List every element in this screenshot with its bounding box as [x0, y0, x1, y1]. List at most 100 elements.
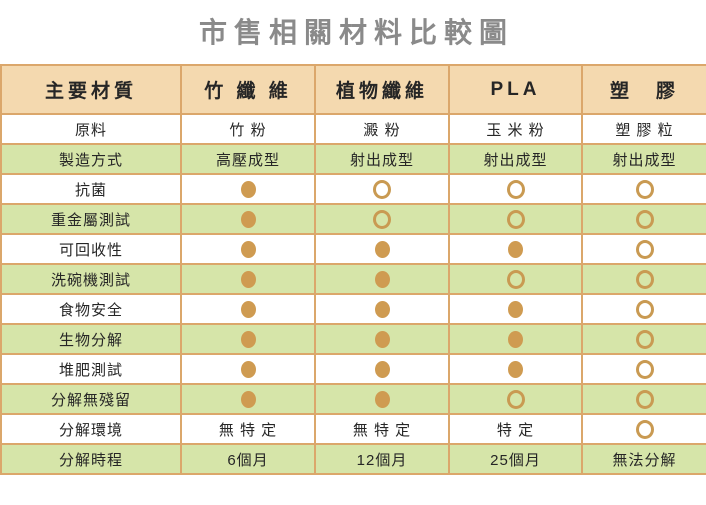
filled-dot-icon	[374, 300, 390, 318]
open-dot-icon	[373, 209, 391, 229]
table-cell	[581, 293, 706, 325]
open-dot-icon	[635, 329, 654, 349]
table-row: 分解環境無 特 定無 特 定特 定	[0, 413, 706, 445]
table-cell	[180, 383, 316, 415]
table-cell	[180, 323, 316, 355]
table-cell	[314, 263, 450, 295]
column-header: PLA	[448, 64, 583, 115]
open-dot-icon	[506, 269, 525, 289]
table-cell	[448, 173, 583, 205]
filled-dot-icon	[240, 210, 256, 228]
table-row: 食物安全	[0, 293, 706, 325]
table-cell	[180, 293, 316, 325]
table-cell: 射出成型	[581, 143, 706, 175]
row-label: 洗碗機測試	[0, 263, 182, 295]
table-cell: 高壓成型	[180, 143, 316, 175]
row-label: 堆肥測試	[0, 353, 182, 385]
table-cell: 射出成型	[314, 143, 450, 175]
open-dot-icon	[635, 299, 654, 319]
page-title: 市售相關材料比較圖	[198, 17, 514, 48]
table-cell	[448, 203, 583, 235]
row-label: 分解無殘留	[0, 383, 182, 415]
table-row: 可回收性	[0, 233, 706, 265]
table-cell	[448, 233, 583, 265]
table-header: 主要材質竹 纖 維植物纖維 PLA 塑 膠	[0, 64, 706, 115]
table-row: 重金屬測試	[0, 203, 706, 235]
table-cell: 澱 粉	[314, 113, 450, 145]
table-row: 洗碗機測試	[0, 263, 706, 295]
column-header: 塑 膠	[581, 64, 706, 115]
row-label: 分解時程	[0, 443, 182, 475]
table-body: 原料竹 粉澱 粉玉 米 粉塑 膠 粒製造方式 高壓成型 射出成型 射出成型 射出成型 抗菌…	[0, 113, 706, 475]
table-cell: 12個月	[314, 443, 450, 475]
table-cell	[448, 383, 583, 415]
table-cell	[581, 413, 706, 445]
table-cell: 無法分解	[581, 443, 706, 475]
table-cell	[314, 233, 450, 265]
table-row: 抗菌	[0, 173, 706, 205]
open-dot-icon	[635, 269, 654, 289]
table-cell	[448, 293, 583, 325]
filled-dot-icon	[508, 300, 523, 318]
open-dot-icon	[506, 389, 525, 409]
table-cell: 6個月	[180, 443, 316, 475]
table-row: 堆肥測試	[0, 353, 706, 385]
table-cell	[314, 203, 450, 235]
row-label: 食物安全	[0, 293, 182, 325]
row-label: 生物分解	[0, 323, 182, 355]
filled-dot-icon	[374, 390, 390, 408]
open-dot-icon	[635, 239, 654, 259]
filled-dot-icon	[240, 180, 256, 198]
table-cell	[180, 263, 316, 295]
filled-dot-icon	[240, 300, 256, 318]
table-cell	[314, 353, 450, 385]
open-dot-icon	[373, 179, 391, 199]
open-dot-icon	[635, 389, 654, 409]
table-cell	[314, 173, 450, 205]
table-cell	[581, 383, 706, 415]
open-dot-icon	[635, 209, 654, 229]
open-dot-icon	[635, 359, 654, 379]
open-dot-icon	[635, 179, 654, 199]
table-cell: 塑 膠 粒	[581, 113, 706, 145]
filled-dot-icon	[240, 240, 256, 258]
table-row: 分解時程 6個月 12個月 25個月 無法分解	[0, 443, 706, 475]
filled-dot-icon	[240, 270, 256, 288]
table-cell	[581, 323, 706, 355]
table-cell	[180, 173, 316, 205]
row-label: 重金屬測試	[0, 203, 182, 235]
table-cell	[180, 353, 316, 385]
table-row: 生物分解	[0, 323, 706, 355]
column-header: 主要材質	[0, 64, 182, 115]
table-cell	[581, 353, 706, 385]
open-dot-icon	[635, 419, 654, 439]
table-cell: 特 定	[448, 413, 583, 445]
comparison-table: 主要材質竹 纖 維植物纖維 PLA 塑 膠 原料竹 粉澱 粉玉 米 粉塑 膠 粒製造…	[0, 64, 706, 475]
column-header: 竹 纖 維	[180, 64, 316, 115]
table-cell	[180, 203, 316, 235]
table-cell	[314, 383, 450, 415]
table-row: 分解無殘留	[0, 383, 706, 415]
open-dot-icon	[506, 209, 525, 229]
filled-dot-icon	[374, 270, 390, 288]
filled-dot-icon	[508, 360, 523, 378]
row-label: 原料	[0, 113, 182, 145]
table-row: 原料竹 粉澱 粉玉 米 粉塑 膠 粒	[0, 113, 706, 145]
table-cell: 竹 粉	[180, 113, 316, 145]
table-cell	[448, 263, 583, 295]
filled-dot-icon	[508, 240, 523, 258]
filled-dot-icon	[374, 330, 390, 348]
header-row: 主要材質竹 纖 維植物纖維 PLA 塑 膠	[0, 64, 706, 115]
table-cell: 25個月	[448, 443, 583, 475]
table-cell: 無 特 定	[180, 413, 316, 445]
filled-dot-icon	[508, 330, 523, 348]
table-cell: 玉 米 粉	[448, 113, 583, 145]
table-row: 製造方式 高壓成型 射出成型 射出成型 射出成型	[0, 143, 706, 175]
filled-dot-icon	[240, 360, 256, 378]
filled-dot-icon	[240, 330, 256, 348]
row-label: 抗菌	[0, 173, 182, 205]
table-cell	[180, 233, 316, 265]
table-cell	[581, 173, 706, 205]
filled-dot-icon	[374, 240, 390, 258]
column-header: 植物纖維	[314, 64, 450, 115]
